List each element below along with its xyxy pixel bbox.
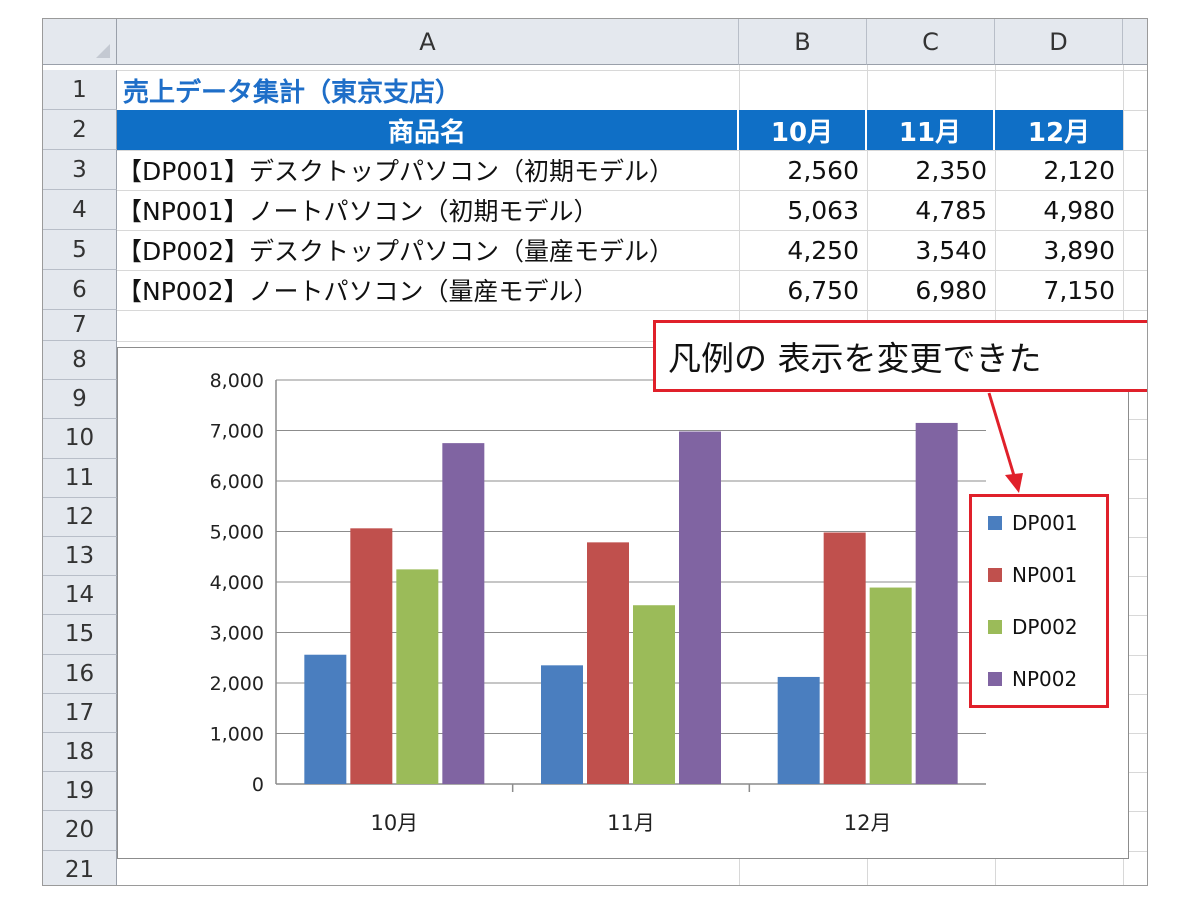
column-header-b[interactable]: B [739, 19, 867, 65]
bar-np002-2 [679, 431, 721, 784]
bar-np002-1 [442, 443, 485, 784]
row-header[interactable]: 13 [43, 537, 117, 577]
sales-cell[interactable]: 4,250 [787, 235, 859, 265]
row-header[interactable]: 1 [43, 70, 117, 110]
y-tick-label: 0 [252, 774, 264, 796]
sales-cell[interactable]: 4,980 [1043, 195, 1115, 225]
bar-np001-3 [823, 532, 866, 784]
row-header[interactable]: 12 [43, 497, 117, 537]
row-header[interactable]: 5 [43, 230, 117, 270]
legend-item-dp001[interactable]: DP001 [988, 511, 1078, 535]
row-header[interactable]: 10 [43, 419, 117, 459]
sheet-title[interactable]: 売上データ集計（東京支店） [123, 77, 462, 108]
sales-cell[interactable]: 2,120 [1043, 155, 1115, 185]
row-header[interactable]: 18 [43, 733, 117, 773]
sales-cell[interactable]: 4,785 [915, 195, 987, 225]
product-name-cell[interactable]: 【DP001】デスクトップパソコン（初期モデル） [117, 157, 675, 186]
row-gridline [117, 150, 1147, 151]
row-header[interactable]: 19 [43, 772, 117, 812]
y-tick-label: 8,000 [210, 370, 264, 392]
bar-dp001-2 [541, 665, 583, 784]
x-tick-label: 11月 [607, 811, 655, 835]
sales-cell[interactable]: 2,560 [787, 155, 859, 185]
legend-item-np002[interactable]: NP002 [988, 667, 1077, 691]
sales-cell[interactable]: 3,890 [1043, 235, 1115, 265]
x-tick-label: 10月 [370, 811, 418, 835]
sales-cell[interactable]: 5,063 [787, 195, 859, 225]
legend-item-dp002[interactable]: DP002 [988, 615, 1078, 639]
column-header-a[interactable]: A [117, 19, 739, 65]
legend-label-np001: NP001 [1012, 563, 1078, 587]
row-header[interactable]: 6 [43, 270, 117, 310]
select-all-corner[interactable] [43, 19, 117, 65]
spreadsheet: A B C D 1 2 3 4 5 6 7 8 9 10 11 12 13 14 15 16 17 18 19 20 2… [42, 18, 1148, 886]
row-header[interactable]: 11 [43, 458, 117, 498]
header-nov[interactable]: 11月 [867, 110, 995, 150]
chart-plot: 0 1,000 2,000 3,000 4,000 5,000 6,000 7,000 8,00… [210, 370, 986, 835]
product-name-cell[interactable]: 【NP001】ノートパソコン（初期モデル） [117, 197, 599, 226]
row-header[interactable]: 4 [43, 190, 117, 230]
annotation-text: 凡例の 表示を変更できた [668, 339, 1042, 378]
row-gridline [117, 230, 1147, 231]
column-header-c[interactable]: C [867, 19, 995, 65]
row-header[interactable]: 15 [43, 615, 117, 655]
header-oct[interactable]: 10月 [739, 110, 867, 150]
row-gridline [117, 310, 1147, 311]
row-header[interactable]: 8 [43, 341, 117, 381]
row-gridline [117, 190, 1147, 191]
x-tick-label: 12月 [844, 811, 892, 835]
y-tick-label: 6,000 [210, 471, 264, 493]
row-header[interactable]: 2 [43, 110, 117, 150]
legend-item-np001[interactable]: NP001 [988, 563, 1077, 587]
row-gridline [117, 270, 1147, 271]
legend-label-dp002: DP002 [1012, 615, 1078, 639]
chart-legend[interactable]: DP001 NP001 DP002 NP002 [969, 494, 1109, 708]
row-gridline [117, 70, 1147, 71]
y-tick-label: 4,000 [210, 572, 264, 594]
legend-label-dp001: DP001 [1012, 511, 1078, 535]
y-tick-label: 1,000 [210, 724, 264, 746]
select-all-icon [96, 44, 110, 58]
sales-cell[interactable]: 2,350 [915, 155, 987, 185]
row-header[interactable]: 17 [43, 693, 117, 733]
product-name-cell[interactable]: 【NP002】ノートパソコン（量産モデル） [117, 277, 599, 306]
bar-dp002-1 [396, 569, 439, 784]
legend-label-np002: NP002 [1012, 667, 1078, 691]
bar-np001-2 [587, 542, 629, 784]
header-dec[interactable]: 12月 [995, 110, 1123, 150]
y-tick-label: 5,000 [210, 522, 264, 544]
callout-arrow-icon [987, 392, 1023, 493]
row-header[interactable]: 7 [43, 310, 117, 341]
bar-dp001-3 [777, 676, 820, 784]
row-header[interactable]: 16 [43, 654, 117, 694]
row-header[interactable]: 14 [43, 576, 117, 616]
sales-cell[interactable]: 3,540 [915, 235, 987, 265]
row-header[interactable]: 20 [43, 811, 117, 851]
legend-swatch-np001 [988, 568, 1002, 582]
sales-cell[interactable]: 6,750 [787, 275, 859, 305]
column-header-e[interactable] [1123, 19, 1147, 65]
row-header[interactable]: 3 [43, 150, 117, 190]
legend-swatch-dp002 [988, 620, 1002, 634]
sales-cell[interactable]: 7,150 [1043, 275, 1115, 305]
row-gridline [117, 341, 1147, 342]
bar-dp001-1 [304, 654, 347, 784]
row-header[interactable]: 21 [43, 850, 117, 885]
y-tick-label: 7,000 [210, 421, 264, 443]
bar-dp002-2 [633, 605, 675, 784]
embedded-chart[interactable]: 0 1,000 2,000 3,000 4,000 5,000 6,000 7,000 8,00… [117, 347, 1129, 859]
y-tick-label: 2,000 [210, 673, 264, 695]
bar-np001-1 [350, 528, 393, 784]
header-product-name[interactable]: 商品名 [117, 110, 739, 150]
annotation-callout: 凡例の 表示を変更できた [653, 320, 1147, 392]
column-header-d[interactable]: D [995, 19, 1123, 65]
bar-np002-3 [915, 422, 958, 784]
bar-dp002-3 [869, 587, 912, 784]
product-name-cell[interactable]: 【DP002】デスクトップパソコン（量産モデル） [117, 237, 675, 266]
y-tick-label: 3,000 [210, 623, 264, 645]
legend-swatch-dp001 [988, 516, 1002, 530]
legend-swatch-np002 [988, 672, 1002, 686]
sales-cell[interactable]: 6,980 [915, 275, 987, 305]
row-header[interactable]: 9 [43, 380, 117, 420]
